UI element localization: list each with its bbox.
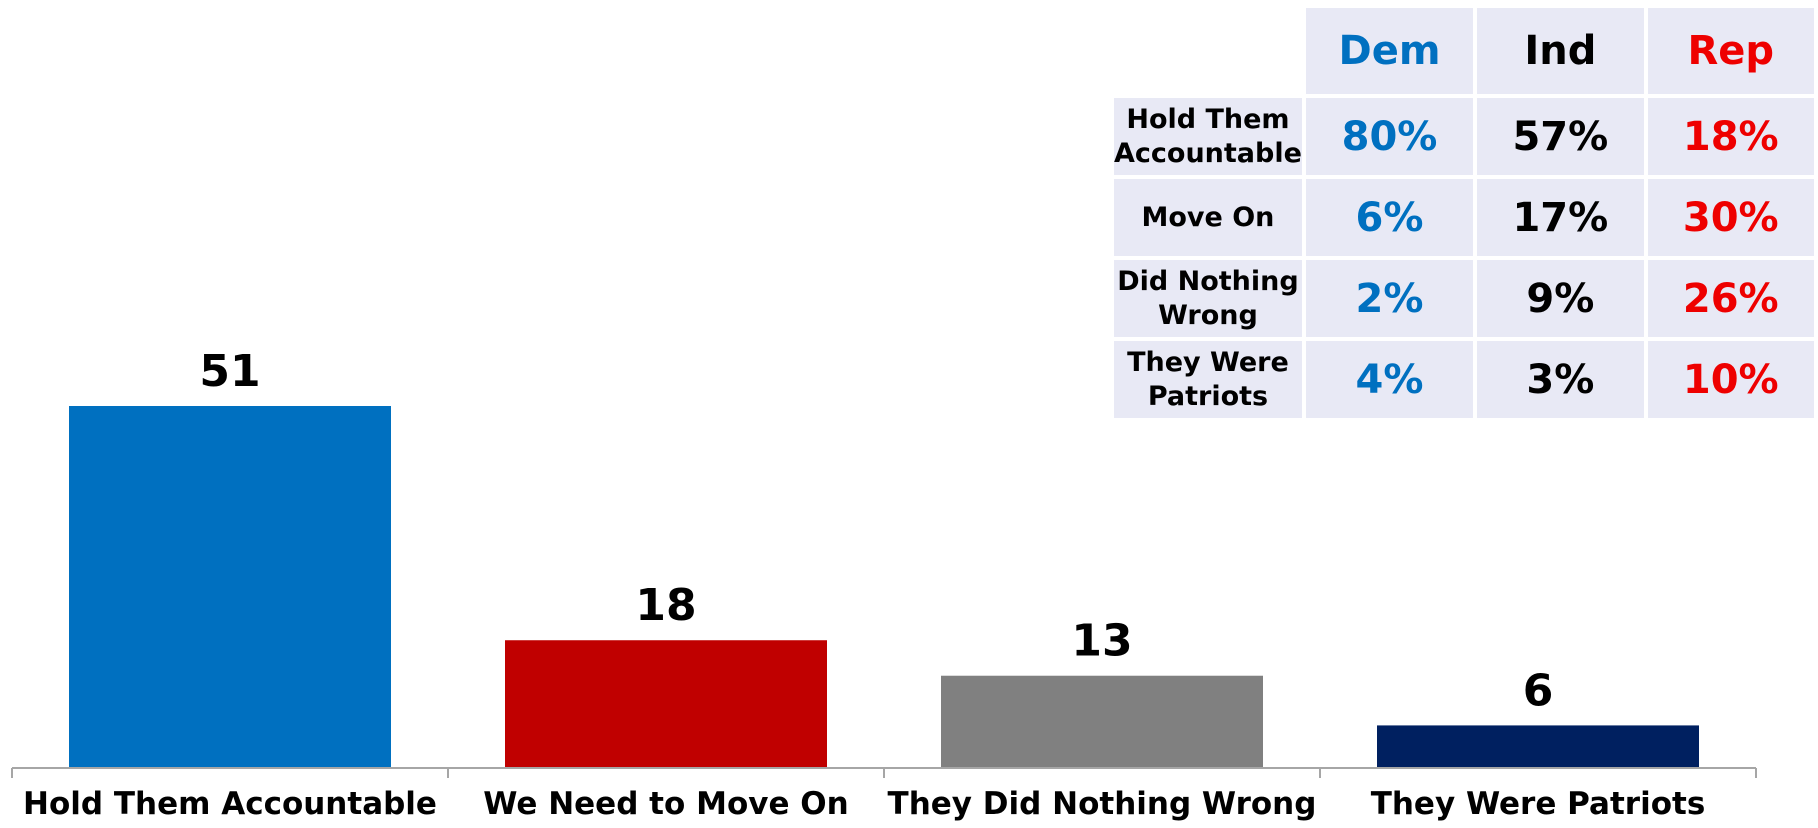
bar (941, 675, 1263, 768)
table-cell: 6% (1305, 179, 1474, 256)
bar (69, 406, 391, 768)
table-row: Hold Them Accountable 80% 57% 18% (1114, 98, 1814, 175)
table-cell: 9% (1477, 260, 1644, 337)
column-header-ind: Ind (1477, 8, 1644, 94)
labels-group: 51 Hold Them Accountable 18 We Need to Move… (23, 346, 1705, 822)
table-row: Move On 6% 17% 30% (1114, 179, 1814, 256)
table-cell: 30% (1647, 179, 1814, 256)
table-cell: 80% (1305, 98, 1474, 175)
data-label: 51 (199, 346, 260, 397)
table-cell: 18% (1647, 98, 1814, 175)
table-header-row: Dem Ind Rep (1114, 8, 1814, 94)
bar (1377, 725, 1699, 768)
row-header: They Were Patriots (1114, 341, 1302, 418)
party-breakdown-table: Dem Ind Rep Hold Them Accountable 80% 57… (1110, 4, 1818, 422)
data-label: 6 (1523, 665, 1554, 716)
row-header: Hold Them Accountable (1114, 98, 1302, 175)
x-tick-label: They Were Patriots (1371, 786, 1706, 822)
table-cell: 26% (1647, 260, 1814, 337)
x-tick-label: They Did Nothing Wrong (888, 786, 1317, 822)
table-row: They Were Patriots 4% 3% 10% (1114, 341, 1814, 418)
bar (505, 640, 827, 768)
column-header-dem: Dem (1305, 8, 1474, 94)
column-header-rep: Rep (1647, 8, 1814, 94)
x-tick-label: We Need to Move On (483, 786, 848, 822)
x-tick-label: Hold Them Accountable (23, 786, 437, 822)
row-header: Did Nothing Wrong (1114, 260, 1302, 337)
data-label: 13 (1071, 616, 1132, 667)
x-axis (11, 767, 1757, 778)
table-corner (1114, 8, 1302, 94)
table-cell: 57% (1477, 98, 1644, 175)
data-label: 18 (635, 580, 696, 631)
table-cell: 4% (1305, 341, 1474, 418)
bars-group (69, 406, 1699, 768)
table-cell: 17% (1477, 179, 1644, 256)
table-row: Did Nothing Wrong 2% 9% 26% (1114, 260, 1814, 337)
table-cell: 10% (1647, 341, 1814, 418)
table-cell: 2% (1305, 260, 1474, 337)
row-header: Move On (1114, 179, 1302, 256)
table-cell: 3% (1477, 341, 1644, 418)
